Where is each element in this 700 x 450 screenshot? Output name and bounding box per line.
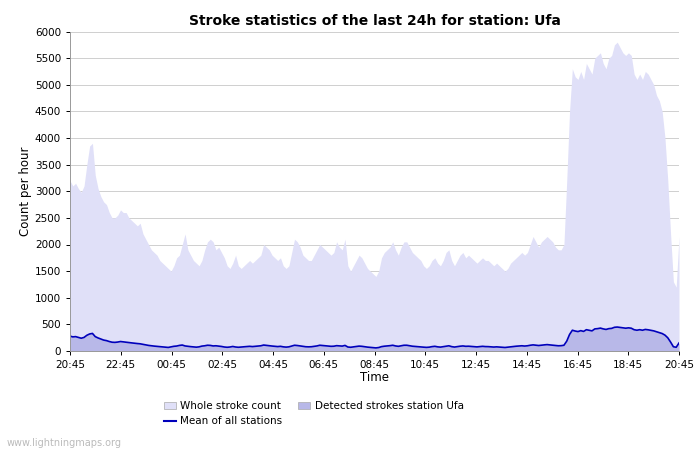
Y-axis label: Count per hour: Count per hour [19,147,32,236]
X-axis label: Time: Time [360,371,389,384]
Legend: Whole stroke count, Mean of all stations, Detected strokes station Ufa: Whole stroke count, Mean of all stations… [164,401,463,426]
Text: www.lightningmaps.org: www.lightningmaps.org [7,438,122,448]
Title: Stroke statistics of the last 24h for station: Ufa: Stroke statistics of the last 24h for st… [188,14,561,27]
